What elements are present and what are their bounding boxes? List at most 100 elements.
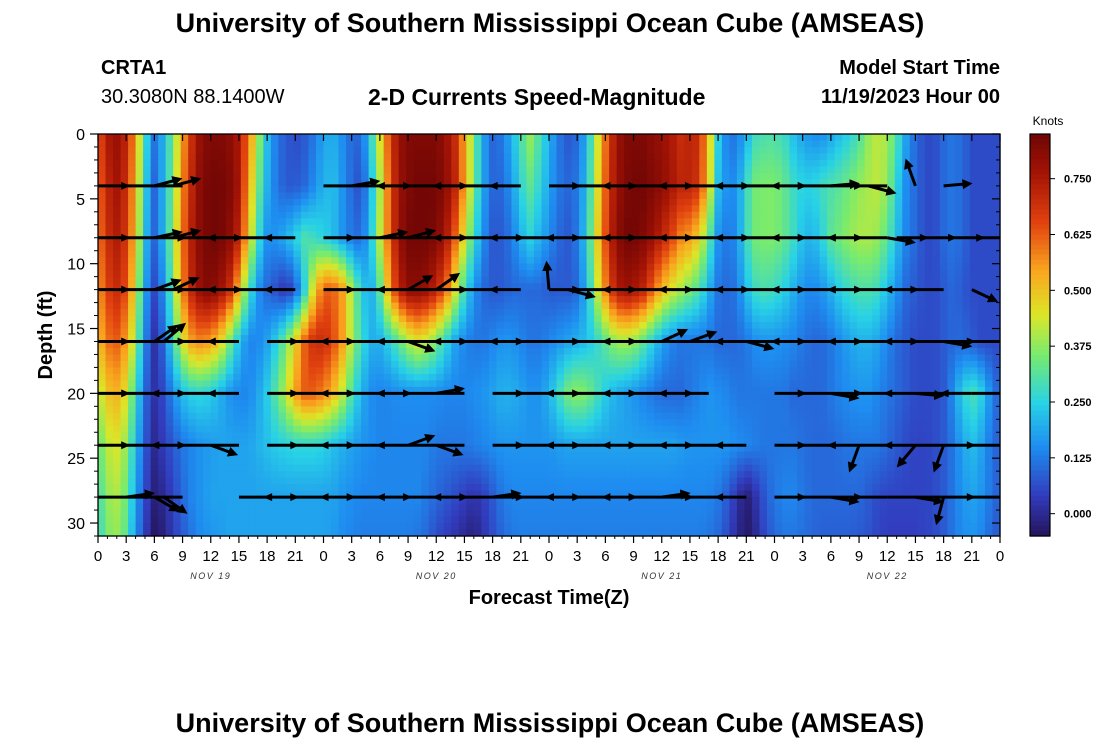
heatmap-cell — [594, 335, 603, 343]
heatmap-cell — [571, 302, 580, 310]
heatmap-cell — [947, 159, 956, 168]
heatmap-cell — [188, 244, 197, 252]
heatmap-cell — [383, 172, 392, 180]
heatmap-cell — [706, 250, 715, 258]
heatmap-cell — [98, 341, 107, 349]
heatmap-cell — [939, 367, 948, 375]
heatmap-cell — [503, 283, 513, 291]
heatmap-cell — [383, 315, 392, 323]
heatmap-cell — [924, 192, 933, 200]
heatmap-cell — [255, 211, 264, 219]
heatmap-cell — [518, 237, 528, 245]
heatmap-cell — [631, 192, 640, 200]
heatmap-cell — [872, 224, 881, 232]
heatmap-cell — [353, 296, 362, 304]
heatmap-cell — [218, 250, 227, 258]
heatmap-cell — [368, 134, 377, 142]
heatmap-cell — [300, 309, 310, 317]
heatmap-cell — [180, 159, 189, 168]
heatmap-cell — [315, 231, 325, 239]
heatmap-cell — [518, 270, 528, 278]
heatmap-cell — [165, 380, 174, 388]
heatmap-cell — [639, 250, 648, 258]
heatmap-cell — [526, 289, 535, 297]
heatmap-cell — [556, 244, 565, 252]
heatmap-cell — [143, 354, 152, 362]
heatmap-cell — [834, 244, 843, 252]
heatmap-cell — [887, 134, 896, 142]
heatmap-cell — [586, 231, 595, 239]
heatmap-cell — [361, 393, 370, 401]
heatmap-cell — [105, 289, 114, 297]
heatmap-cell — [128, 237, 137, 245]
heatmap-cell — [368, 354, 377, 362]
heatmap-cell — [150, 328, 159, 336]
heatmap-cell — [571, 386, 580, 394]
heatmap-cell — [263, 386, 272, 394]
heatmap-cell — [383, 335, 392, 343]
heatmap-cell — [533, 399, 543, 407]
heatmap-cell — [323, 399, 332, 407]
heatmap-cell — [323, 302, 332, 310]
heatmap-cell — [391, 367, 400, 375]
heatmap-cell — [526, 302, 535, 310]
heatmap-cell — [413, 302, 422, 310]
heatmap-cell — [391, 198, 400, 206]
heatmap-cell — [879, 153, 888, 161]
heatmap-cell — [669, 296, 678, 304]
heatmap-cell — [218, 270, 227, 278]
heatmap-cell — [391, 393, 400, 401]
heatmap-cell — [939, 328, 948, 336]
heatmap-cell — [518, 347, 528, 356]
heatmap-cell — [872, 192, 881, 200]
heatmap-cell — [406, 166, 415, 174]
heatmap-cell — [481, 263, 490, 271]
heatmap-cell — [135, 153, 144, 161]
heatmap-cell — [248, 296, 257, 304]
heatmap-cell — [346, 309, 355, 317]
heatmap-cell — [210, 134, 219, 142]
heatmap-cell — [669, 179, 678, 187]
heatmap-cell — [503, 360, 513, 369]
heatmap-cell — [947, 354, 956, 362]
heatmap-cell — [894, 257, 903, 265]
heatmap-cell — [406, 218, 415, 226]
heatmap-cell — [969, 393, 979, 401]
heatmap-cell — [255, 172, 264, 180]
heatmap-cell — [834, 296, 843, 304]
heatmap-cell — [278, 322, 287, 330]
heatmap-cell — [503, 211, 513, 219]
heatmap-cell — [954, 380, 964, 388]
heatmap-cell — [782, 276, 791, 284]
heatmap-cell — [797, 185, 806, 193]
heatmap-cell — [721, 224, 730, 232]
heatmap-cell — [503, 172, 513, 180]
heatmap-cell — [173, 354, 182, 362]
heatmap-cell — [609, 159, 618, 168]
heatmap-cell — [992, 257, 1001, 265]
heatmap-cell — [135, 237, 144, 245]
heatmap-cell — [391, 224, 400, 232]
heatmap-cell — [579, 172, 588, 180]
heatmap-cell — [285, 185, 295, 193]
heatmap-cell — [331, 198, 340, 206]
heatmap-cell — [917, 224, 926, 232]
heatmap-cell — [466, 302, 475, 310]
heatmap-cell — [353, 192, 362, 200]
heatmap-cell — [751, 159, 761, 168]
heatmap-cell — [879, 231, 888, 239]
heatmap-cell — [518, 276, 528, 284]
heatmap-cell — [902, 354, 911, 362]
heatmap-cell — [218, 244, 227, 252]
heatmap-cell — [947, 185, 956, 193]
heatmap-cell — [376, 153, 385, 161]
heatmap-cell — [240, 399, 249, 407]
heatmap-cell — [969, 257, 979, 265]
heatmap-cell — [158, 309, 167, 317]
heatmap-cell — [541, 218, 550, 226]
heatmap-cell — [406, 192, 415, 200]
heatmap-cell — [346, 283, 355, 291]
heatmap-cell — [203, 140, 212, 148]
heatmap-cell — [113, 270, 122, 278]
heatmap-cell — [887, 270, 896, 278]
